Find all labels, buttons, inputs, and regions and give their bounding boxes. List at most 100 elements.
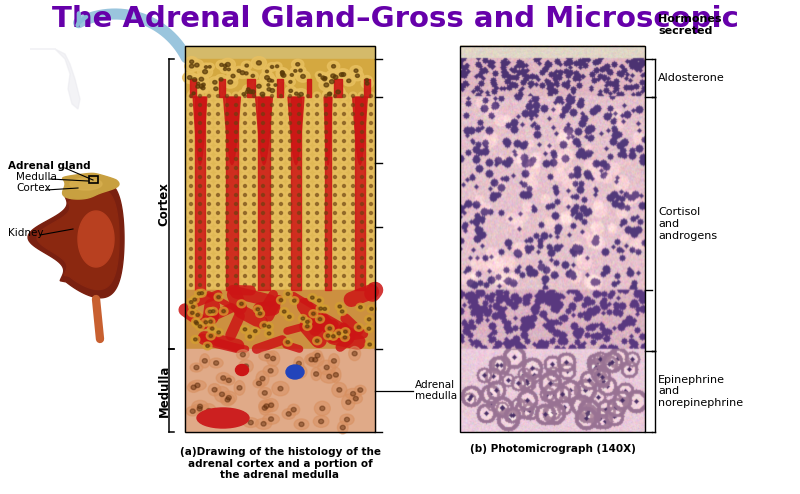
- Ellipse shape: [288, 315, 291, 318]
- Ellipse shape: [295, 155, 303, 163]
- Ellipse shape: [196, 110, 204, 118]
- Ellipse shape: [207, 220, 210, 223]
- Ellipse shape: [279, 239, 282, 242]
- Ellipse shape: [340, 254, 348, 262]
- Ellipse shape: [295, 137, 303, 145]
- Ellipse shape: [270, 66, 274, 68]
- Ellipse shape: [259, 254, 267, 262]
- Ellipse shape: [298, 220, 301, 223]
- Ellipse shape: [223, 173, 231, 181]
- Ellipse shape: [313, 227, 321, 235]
- Ellipse shape: [349, 146, 357, 154]
- Ellipse shape: [323, 332, 333, 340]
- Ellipse shape: [318, 419, 324, 424]
- Ellipse shape: [207, 265, 210, 269]
- Ellipse shape: [214, 137, 222, 145]
- Ellipse shape: [315, 284, 318, 287]
- Ellipse shape: [242, 87, 253, 96]
- Ellipse shape: [268, 227, 276, 235]
- Ellipse shape: [286, 227, 294, 235]
- Ellipse shape: [306, 275, 310, 278]
- Ellipse shape: [262, 194, 265, 197]
- Ellipse shape: [365, 340, 374, 348]
- Ellipse shape: [246, 88, 250, 91]
- Ellipse shape: [226, 166, 229, 169]
- Ellipse shape: [241, 209, 249, 217]
- Ellipse shape: [259, 155, 267, 163]
- Ellipse shape: [289, 104, 291, 107]
- Ellipse shape: [289, 81, 292, 83]
- Ellipse shape: [277, 182, 285, 190]
- Ellipse shape: [313, 337, 322, 345]
- Ellipse shape: [270, 230, 274, 233]
- Ellipse shape: [277, 92, 285, 100]
- Ellipse shape: [361, 203, 363, 206]
- Ellipse shape: [226, 230, 229, 233]
- Ellipse shape: [237, 350, 249, 360]
- Ellipse shape: [198, 230, 202, 233]
- Ellipse shape: [262, 104, 265, 107]
- Ellipse shape: [268, 218, 276, 226]
- Ellipse shape: [367, 119, 375, 127]
- Ellipse shape: [243, 230, 246, 233]
- Ellipse shape: [241, 281, 249, 289]
- Ellipse shape: [361, 166, 363, 169]
- Ellipse shape: [262, 324, 266, 327]
- Ellipse shape: [322, 77, 326, 81]
- Ellipse shape: [241, 69, 252, 78]
- Ellipse shape: [349, 128, 357, 136]
- Ellipse shape: [279, 149, 282, 152]
- Ellipse shape: [270, 175, 274, 178]
- Ellipse shape: [253, 175, 255, 178]
- Ellipse shape: [340, 110, 348, 118]
- Ellipse shape: [349, 218, 357, 226]
- Ellipse shape: [322, 209, 330, 217]
- Ellipse shape: [262, 284, 265, 287]
- Ellipse shape: [277, 191, 285, 199]
- Ellipse shape: [192, 320, 202, 328]
- Ellipse shape: [349, 263, 357, 271]
- Ellipse shape: [342, 113, 346, 116]
- Ellipse shape: [295, 191, 303, 199]
- Ellipse shape: [361, 239, 363, 242]
- Ellipse shape: [205, 146, 213, 154]
- Ellipse shape: [270, 211, 274, 214]
- Ellipse shape: [277, 173, 285, 181]
- Ellipse shape: [208, 410, 222, 424]
- Ellipse shape: [282, 74, 286, 78]
- Ellipse shape: [342, 203, 346, 206]
- Ellipse shape: [186, 298, 196, 306]
- Ellipse shape: [262, 166, 265, 169]
- Ellipse shape: [232, 254, 240, 262]
- Ellipse shape: [349, 92, 357, 100]
- Ellipse shape: [243, 139, 246, 142]
- Ellipse shape: [214, 361, 218, 365]
- Ellipse shape: [304, 200, 312, 208]
- Ellipse shape: [325, 104, 327, 107]
- Ellipse shape: [331, 209, 339, 217]
- Ellipse shape: [325, 175, 327, 178]
- Ellipse shape: [190, 166, 193, 169]
- Ellipse shape: [234, 265, 238, 269]
- Ellipse shape: [367, 254, 375, 262]
- Ellipse shape: [331, 128, 339, 136]
- Ellipse shape: [269, 403, 274, 408]
- Ellipse shape: [367, 101, 375, 109]
- Ellipse shape: [314, 372, 318, 376]
- Ellipse shape: [187, 182, 195, 190]
- Ellipse shape: [306, 230, 310, 233]
- Ellipse shape: [220, 61, 230, 71]
- Ellipse shape: [331, 110, 339, 118]
- Ellipse shape: [268, 272, 276, 280]
- Ellipse shape: [277, 263, 285, 271]
- Ellipse shape: [325, 166, 327, 169]
- Ellipse shape: [358, 263, 366, 271]
- Ellipse shape: [295, 227, 303, 235]
- Ellipse shape: [362, 76, 372, 84]
- Ellipse shape: [243, 104, 246, 107]
- Ellipse shape: [289, 122, 291, 124]
- Ellipse shape: [262, 265, 265, 269]
- Ellipse shape: [295, 254, 303, 262]
- Ellipse shape: [304, 263, 312, 271]
- Text: Adrenal gland: Adrenal gland: [8, 161, 90, 171]
